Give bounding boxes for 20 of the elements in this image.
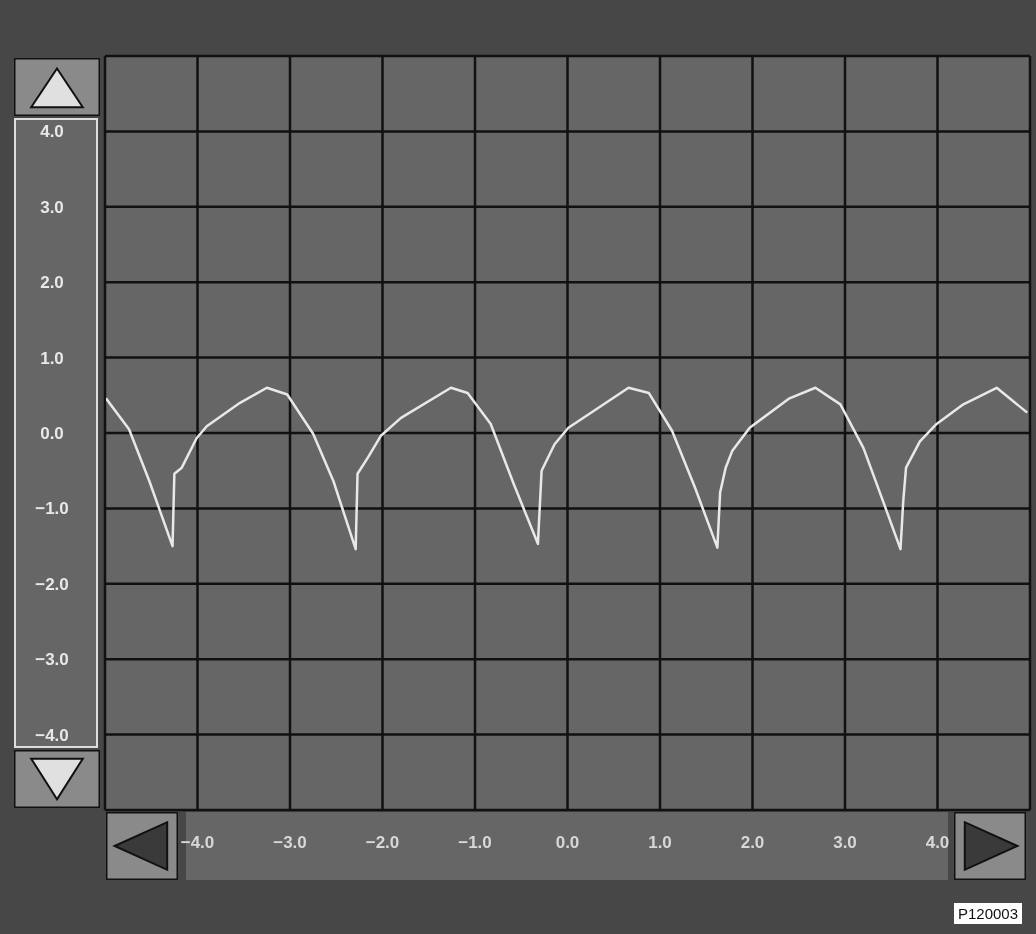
y-tick-label: −2.0 bbox=[35, 574, 69, 594]
y-tick-label: 2.0 bbox=[40, 273, 64, 293]
x-tick-label: 1.0 bbox=[648, 833, 672, 852]
x-tick-label: −1.0 bbox=[458, 833, 492, 852]
x-tick-label: 4.0 bbox=[925, 833, 950, 852]
y-tick-label: 0.0 bbox=[40, 424, 64, 443]
y-tick-label: −1.0 bbox=[35, 499, 69, 519]
x-tick-label: −3.0 bbox=[273, 833, 307, 852]
x-tick-label: −4.0 bbox=[180, 833, 215, 852]
y-tick-label: −3.0 bbox=[35, 650, 69, 670]
line-series bbox=[105, 386, 1029, 551]
x-tick-label: −2.0 bbox=[365, 833, 400, 852]
x-tick-label: 2.0 bbox=[740, 833, 765, 852]
y-tick-label: 3.0 bbox=[40, 197, 64, 217]
text: P120003 bbox=[953, 903, 1022, 924]
y-tick-label: 4.0 bbox=[40, 122, 64, 142]
y-tick-label: −4.0 bbox=[35, 725, 69, 745]
x-tick-label: 0.0 bbox=[555, 833, 580, 852]
x-tick-label: 3.0 bbox=[833, 833, 857, 852]
y-tick-label: 1.0 bbox=[40, 348, 64, 368]
